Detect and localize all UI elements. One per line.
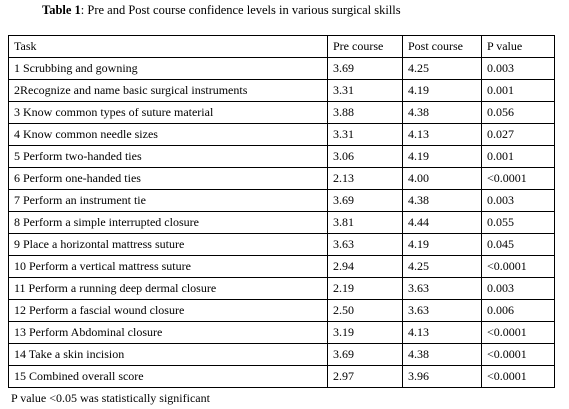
table-cell: 3.69: [327, 57, 403, 80]
table-cell: 12 Perform a fascial wound closure: [8, 299, 328, 322]
table-cell: 11 Perform a running deep dermal closure: [8, 277, 328, 300]
header-row: Task Pre course Post course P value: [8, 35, 555, 58]
table-cell: 4.25: [402, 255, 482, 278]
table-row: 4 Know common needle sizes 3.31 4.13 0.027: [8, 123, 555, 146]
header-cell: Post course: [402, 35, 482, 58]
table-cell: 4.44: [402, 211, 482, 234]
table-cell: 4.19: [402, 233, 482, 256]
table-cell: <0.0001: [481, 255, 555, 278]
table-cell: 4.19: [402, 79, 482, 102]
table-cell: 0.006: [481, 299, 555, 322]
table-cell: 6 Perform one-handed ties: [8, 167, 328, 190]
table-cell: 3.63: [402, 277, 482, 300]
table-row: 6 Perform one-handed ties 2.13 4.00 <0.0001: [8, 167, 555, 190]
table-cell: 3.69: [327, 189, 403, 212]
table-cell: 3.81: [327, 211, 403, 234]
table-cell: 4.38: [402, 101, 482, 124]
footnote: P value <0.05 was statistically signific…: [11, 391, 210, 405]
table-cell: <0.0001: [481, 321, 555, 344]
table-cell: 3.06: [327, 145, 403, 168]
table-cell: 7 Perform an instrument tie: [8, 189, 328, 212]
table-cell: 14 Take a skin incision: [8, 343, 328, 366]
table-cell: 4.00: [402, 167, 482, 190]
table-row: 7 Perform an instrument tie 3.69 4.38 0.003: [8, 189, 555, 212]
table-cell: 3 Know common types of suture material: [8, 101, 328, 124]
table-cell: 3.88: [327, 101, 403, 124]
table-cell: 3.31: [327, 79, 403, 102]
table-row: 9 Place a horizontal mattress suture 3.63…: [8, 233, 555, 256]
table-cell: 0.045: [481, 233, 555, 256]
table-row: 2Recognize and name basic surgical instr…: [8, 79, 555, 102]
table-cell: 4.25: [402, 57, 482, 80]
table-body: Task Pre course Post course P value 1 Scrubb…: [8, 35, 555, 388]
table-cell: 2.19: [327, 277, 403, 300]
table-cell: <0.0001: [481, 343, 555, 366]
table-cell: 15 Combined overall score: [8, 365, 328, 388]
table-cell: 9 Place a horizontal mattress suture: [8, 233, 328, 256]
table-row: 8 Perform a simple interrupted closure 3.…: [8, 211, 555, 234]
title-label: Table 1: [42, 3, 81, 17]
table-cell: 0.001: [481, 79, 555, 102]
table-cell: 4.38: [402, 343, 482, 366]
table-cell: 8 Perform a simple interrupted closure: [8, 211, 328, 234]
table-cell: 2.97: [327, 365, 403, 388]
table-cell: 3.63: [402, 299, 482, 322]
table-cell: <0.0001: [481, 365, 555, 388]
table-row: 5 Perform two-handed ties 3.06 4.19 0.001: [8, 145, 555, 168]
table-title: Table 1: Pre and Post course confidence …: [42, 3, 401, 18]
table-cell: 0.055: [481, 211, 555, 234]
table-cell: 3.31: [327, 123, 403, 146]
table-row: 10 Perform a vertical mattress suture 2.9…: [8, 255, 555, 278]
table-cell: 10 Perform a vertical mattress suture: [8, 255, 328, 278]
table-cell: 0.027: [481, 123, 555, 146]
table-cell: 2.50: [327, 299, 403, 322]
table-cell: 3.69: [327, 343, 403, 366]
table-cell: 0.003: [481, 277, 555, 300]
table-cell: 4.13: [402, 321, 482, 344]
table-cell: 5 Perform two-handed ties: [8, 145, 328, 168]
table-cell: 4.38: [402, 189, 482, 212]
table-row: 1 Scrubbing and gowning 3.69 4.25 0.003: [8, 57, 555, 80]
table-cell: 0.003: [481, 57, 555, 80]
table-row: 12 Perform a fascial wound closure 2.50 3.…: [8, 299, 555, 322]
table-cell: 2Recognize and name basic surgical instr…: [8, 79, 328, 102]
header-cell: Pre course: [327, 35, 403, 58]
table-row: 3 Know common types of suture material 3.…: [8, 101, 555, 124]
table-cell: 4.19: [402, 145, 482, 168]
table-cell: 3.19: [327, 321, 403, 344]
table-cell: 13 Perform Abdominal closure: [8, 321, 328, 344]
table-cell: 2.94: [327, 255, 403, 278]
table-cell: <0.0001: [481, 167, 555, 190]
header-cell: P value: [481, 35, 555, 58]
table-cell: 3.96: [402, 365, 482, 388]
table-row: 13 Perform Abdominal closure 3.19 4.13 <0.0…: [8, 321, 555, 344]
table-cell: 0.003: [481, 189, 555, 212]
table-cell: 4 Know common needle sizes: [8, 123, 328, 146]
data-table: Task Pre course Post course P value 1 Scrubb…: [8, 35, 555, 388]
table-row: 14 Take a skin incision 3.69 4.38 <0.0001: [8, 343, 555, 366]
table-row: 11 Perform a running deep dermal closure…: [8, 277, 555, 300]
table-cell: 0.056: [481, 101, 555, 124]
table-cell: 1 Scrubbing and gowning: [8, 57, 328, 80]
table-cell: 3.63: [327, 233, 403, 256]
title-text: : Pre and Post course confidence levels …: [80, 3, 401, 17]
table-row: 15 Combined overall score 2.97 3.96 <0.0001: [8, 365, 555, 388]
header-cell: Task: [8, 35, 328, 58]
table-cell: 2.13: [327, 167, 403, 190]
table-cell: 0.001: [481, 145, 555, 168]
table-cell: 4.13: [402, 123, 482, 146]
